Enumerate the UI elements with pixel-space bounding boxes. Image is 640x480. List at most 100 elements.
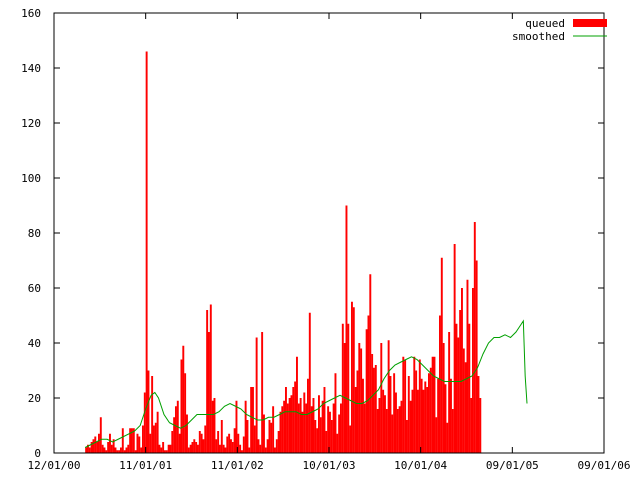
bar (400, 400, 403, 453)
x-tick-label: 10/01/04 (394, 459, 447, 472)
bar (99, 417, 102, 453)
bar (263, 414, 265, 453)
bar (171, 431, 174, 453)
bar (428, 373, 430, 453)
bar (266, 439, 269, 453)
bar (116, 450, 119, 453)
bar (147, 370, 150, 453)
bar (321, 400, 324, 453)
bar (169, 444, 172, 453)
bar (160, 447, 163, 453)
bar (286, 403, 289, 453)
bar (385, 409, 388, 453)
bar (165, 450, 168, 453)
bar (153, 425, 155, 453)
bar (285, 387, 287, 453)
bar (327, 406, 330, 453)
bar (149, 433, 152, 453)
bar (358, 343, 361, 453)
bar (448, 332, 451, 453)
x-axis: 12/01/00 11/01/01 11/01/02 10/01/03 10/01/04… (28, 13, 631, 472)
bar (424, 381, 427, 453)
bar (341, 323, 344, 453)
y-axis: 0 20 40 60 80 100 120 140 160 (21, 7, 604, 460)
bar (395, 392, 397, 453)
bar (363, 403, 366, 453)
x-tick-label: 10/01/03 (303, 459, 356, 472)
x-tick-label: 09/01/06 (578, 459, 631, 472)
bar (360, 348, 363, 453)
bar (178, 433, 181, 453)
bar (369, 274, 372, 453)
bar (193, 439, 196, 453)
bar (336, 433, 339, 453)
bar (142, 425, 144, 453)
bar (129, 428, 132, 453)
bar (264, 447, 267, 453)
bar (202, 439, 205, 453)
y-tick-label: 0 (34, 447, 41, 460)
bar (235, 400, 238, 453)
bar (378, 398, 381, 453)
bar (442, 343, 445, 453)
bar (219, 444, 221, 453)
bar (382, 389, 385, 453)
bar (156, 411, 159, 453)
bar (451, 409, 454, 453)
bar (297, 403, 300, 453)
bar (446, 422, 449, 453)
bar (204, 425, 207, 453)
bar (162, 442, 165, 453)
bar (259, 444, 262, 453)
bar (239, 444, 242, 453)
bar (393, 373, 396, 453)
bar (294, 381, 297, 453)
bar (367, 315, 370, 453)
legend-label-smoothed: smoothed (512, 30, 565, 43)
bar (180, 359, 183, 453)
queued-bars (85, 51, 482, 453)
bar (87, 444, 89, 453)
bar (237, 433, 240, 453)
bar (241, 450, 243, 453)
bar (299, 398, 302, 453)
bar (475, 260, 478, 453)
bar (418, 359, 421, 453)
bar (468, 323, 471, 453)
bar (189, 444, 192, 453)
bar (314, 420, 317, 453)
bar (325, 431, 328, 453)
bar (279, 411, 282, 453)
bar (138, 436, 141, 453)
bar (319, 417, 322, 453)
bar (230, 439, 232, 453)
bar (118, 450, 121, 453)
bar (215, 439, 218, 453)
bar (422, 389, 425, 453)
bar (145, 51, 148, 453)
bar (244, 400, 247, 453)
bar (114, 447, 117, 453)
bar (347, 323, 350, 453)
y-tick-label: 60 (28, 282, 41, 295)
bar (477, 376, 480, 453)
bar (187, 447, 190, 453)
bar (338, 414, 341, 453)
bar (198, 431, 201, 453)
smoothed-line (84, 319, 528, 448)
bar (413, 356, 416, 453)
bar (330, 420, 333, 453)
bar (473, 222, 476, 453)
bar (85, 447, 88, 453)
bar (332, 403, 335, 453)
bar (411, 389, 414, 453)
bar (455, 323, 458, 453)
bar (437, 378, 440, 453)
bar (409, 400, 412, 453)
bar (110, 444, 113, 453)
bar (208, 332, 210, 453)
bar (307, 378, 309, 453)
bar (398, 406, 401, 453)
bar (107, 442, 110, 453)
bar (105, 450, 108, 453)
